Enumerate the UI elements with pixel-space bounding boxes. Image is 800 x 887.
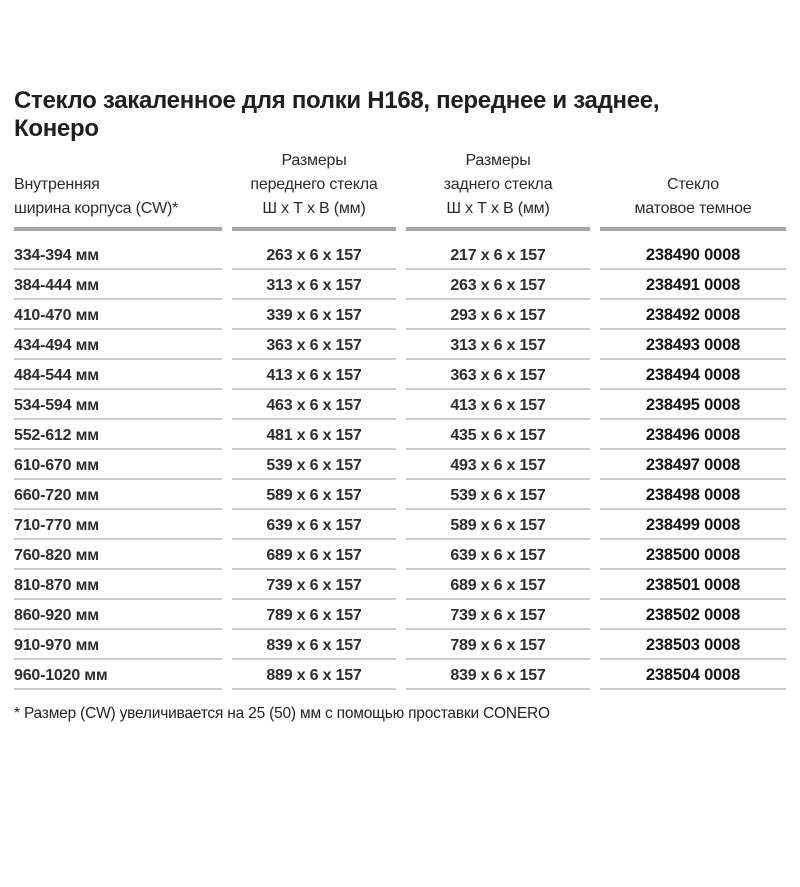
table-header-row: Внутренняя ширина корпуса (CW)* Размеры … bbox=[14, 149, 786, 231]
cell-front-glass-size: 339 х 6 х 157 bbox=[232, 300, 396, 330]
cell-cw-range: 534-594 мм bbox=[14, 390, 222, 420]
table-row: 960-1020 мм 889 х 6 х 157 839 х 6 х 157 … bbox=[14, 660, 786, 690]
cell-rear-glass-size: 363 х 6 х 157 bbox=[406, 360, 590, 390]
table-body: 334-394 мм 263 х 6 х 157 217 х 6 х 157 2… bbox=[14, 231, 786, 690]
cell-front-glass-size: 539 х 6 х 157 bbox=[232, 450, 396, 480]
cell-cw-range: 860-920 мм bbox=[14, 600, 222, 630]
cell-cw-range: 810-870 мм bbox=[14, 570, 222, 600]
table-row: 410-470 мм 339 х 6 х 157 293 х 6 х 157 2… bbox=[14, 300, 786, 330]
cell-part-number: 238498 0008 bbox=[600, 480, 786, 510]
cell-rear-glass-size: 539 х 6 х 157 bbox=[406, 480, 590, 510]
cell-cw-range: 434-494 мм bbox=[14, 330, 222, 360]
cell-front-glass-size: 589 х 6 х 157 bbox=[232, 480, 396, 510]
cell-rear-glass-size: 493 х 6 х 157 bbox=[406, 450, 590, 480]
footnote: * Размер (CW) увеличивается на 25 (50) м… bbox=[14, 705, 550, 722]
table-row: 660-720 мм 589 х 6 х 157 539 х 6 х 157 2… bbox=[14, 480, 786, 510]
cell-front-glass-size: 313 х 6 х 157 bbox=[232, 270, 396, 300]
table-row: 910-970 мм 839 х 6 х 157 789 х 6 х 157 2… bbox=[14, 630, 786, 660]
cell-front-glass-size: 413 х 6 х 157 bbox=[232, 360, 396, 390]
cell-front-glass-size: 639 х 6 х 157 bbox=[232, 510, 396, 540]
table-row: 552-612 мм 481 х 6 х 157 435 х 6 х 157 2… bbox=[14, 420, 786, 450]
cell-cw-range: 552-612 мм bbox=[14, 420, 222, 450]
cell-part-number: 238496 0008 bbox=[600, 420, 786, 450]
page-title: Стекло закаленное для полки Н168, передн… bbox=[14, 87, 786, 143]
cell-front-glass-size: 481 х 6 х 157 bbox=[232, 420, 396, 450]
cell-front-glass-size: 263 х 6 х 157 bbox=[232, 231, 396, 270]
column-header-rear-glass-size: Размеры заднего стекла Ш х Т х В (мм) bbox=[406, 149, 590, 231]
cell-rear-glass-size: 413 х 6 х 157 bbox=[406, 390, 590, 420]
cell-part-number: 238499 0008 bbox=[600, 510, 786, 540]
cell-cw-range: 910-970 мм bbox=[14, 630, 222, 660]
cell-cw-range: 334-394 мм bbox=[14, 231, 222, 270]
cell-part-number: 238495 0008 bbox=[600, 390, 786, 420]
catalog-page: Стекло закаленное для полки Н168, передн… bbox=[0, 87, 800, 887]
page-title-line2: Конеро bbox=[14, 115, 99, 142]
cell-part-number: 238494 0008 bbox=[600, 360, 786, 390]
cell-part-number: 238491 0008 bbox=[600, 270, 786, 300]
cell-front-glass-size: 839 х 6 х 157 bbox=[232, 630, 396, 660]
cell-cw-range: 710-770 мм bbox=[14, 510, 222, 540]
table-row: 384-444 мм 313 х 6 х 157 263 х 6 х 157 2… bbox=[14, 270, 786, 300]
cell-cw-range: 660-720 мм bbox=[14, 480, 222, 510]
cell-front-glass-size: 739 х 6 х 157 bbox=[232, 570, 396, 600]
cell-cw-range: 960-1020 мм bbox=[14, 660, 222, 690]
cell-front-glass-size: 789 х 6 х 157 bbox=[232, 600, 396, 630]
page-title-line1: Стекло закаленное для полки Н168, передн… bbox=[14, 87, 660, 114]
cell-part-number: 238493 0008 bbox=[600, 330, 786, 360]
cell-cw-range: 410-470 мм bbox=[14, 300, 222, 330]
cell-cw-range: 760-820 мм bbox=[14, 540, 222, 570]
cell-rear-glass-size: 313 х 6 х 157 bbox=[406, 330, 590, 360]
cell-rear-glass-size: 435 х 6 х 157 bbox=[406, 420, 590, 450]
column-header-glass-matte-dark: Стекло матовое темное bbox=[600, 149, 786, 231]
table-row: 334-394 мм 263 х 6 х 157 217 х 6 х 157 2… bbox=[14, 231, 786, 270]
cell-rear-glass-size: 689 х 6 х 157 bbox=[406, 570, 590, 600]
table-row: 534-594 мм 463 х 6 х 157 413 х 6 х 157 2… bbox=[14, 390, 786, 420]
cell-part-number: 238497 0008 bbox=[600, 450, 786, 480]
cell-front-glass-size: 363 х 6 х 157 bbox=[232, 330, 396, 360]
cell-rear-glass-size: 263 х 6 х 157 bbox=[406, 270, 590, 300]
table-row: 434-494 мм 363 х 6 х 157 313 х 6 х 157 2… bbox=[14, 330, 786, 360]
table-row: 610-670 мм 539 х 6 х 157 493 х 6 х 157 2… bbox=[14, 450, 786, 480]
cell-rear-glass-size: 639 х 6 х 157 bbox=[406, 540, 590, 570]
cell-front-glass-size: 689 х 6 х 157 bbox=[232, 540, 396, 570]
cell-rear-glass-size: 739 х 6 х 157 bbox=[406, 600, 590, 630]
cell-part-number: 238504 0008 bbox=[600, 660, 786, 690]
cell-rear-glass-size: 293 х 6 х 157 bbox=[406, 300, 590, 330]
table-row: 484-544 мм 413 х 6 х 157 363 х 6 х 157 2… bbox=[14, 360, 786, 390]
cell-rear-glass-size: 789 х 6 х 157 bbox=[406, 630, 590, 660]
table-row: 760-820 мм 689 х 6 х 157 639 х 6 х 157 2… bbox=[14, 540, 786, 570]
cell-rear-glass-size: 839 х 6 х 157 bbox=[406, 660, 590, 690]
cell-part-number: 238500 0008 bbox=[600, 540, 786, 570]
cell-cw-range: 484-544 мм bbox=[14, 360, 222, 390]
cell-cw-range: 610-670 мм bbox=[14, 450, 222, 480]
column-header-front-glass-size: Размеры переднего стекла Ш х Т х В (мм) bbox=[232, 149, 396, 231]
cell-part-number: 238502 0008 bbox=[600, 600, 786, 630]
cell-part-number: 238503 0008 bbox=[600, 630, 786, 660]
cell-part-number: 238492 0008 bbox=[600, 300, 786, 330]
cell-rear-glass-size: 589 х 6 х 157 bbox=[406, 510, 590, 540]
table-row: 860-920 мм 789 х 6 х 157 739 х 6 х 157 2… bbox=[14, 600, 786, 630]
cell-front-glass-size: 889 х 6 х 157 bbox=[232, 660, 396, 690]
table-row: 710-770 мм 639 х 6 х 157 589 х 6 х 157 2… bbox=[14, 510, 786, 540]
cell-part-number: 238490 0008 bbox=[600, 231, 786, 270]
cell-rear-glass-size: 217 х 6 х 157 bbox=[406, 231, 590, 270]
cell-front-glass-size: 463 х 6 х 157 bbox=[232, 390, 396, 420]
column-header-cw-width: Внутренняя ширина корпуса (CW)* bbox=[14, 149, 222, 231]
cell-cw-range: 384-444 мм bbox=[14, 270, 222, 300]
table-row: 810-870 мм 739 х 6 х 157 689 х 6 х 157 2… bbox=[14, 570, 786, 600]
cell-part-number: 238501 0008 bbox=[600, 570, 786, 600]
